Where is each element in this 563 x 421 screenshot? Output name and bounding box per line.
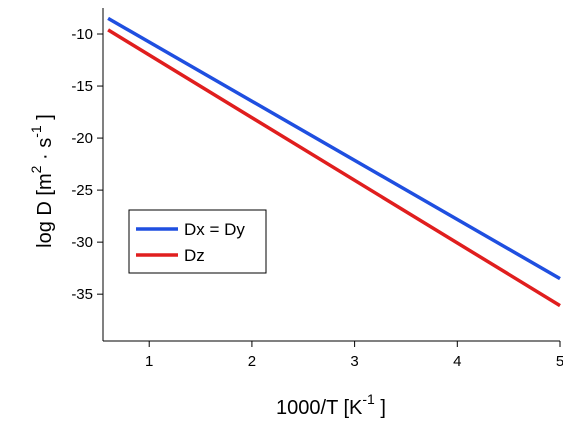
legend-label-dz: Dz	[184, 246, 205, 265]
x-tick-label: 3	[350, 353, 358, 370]
y-tick-label: -20	[71, 130, 93, 147]
y-tick-label: -35	[71, 286, 93, 303]
series-line-dz	[107, 28, 561, 308]
y-ticks: -10 -15 -20 -25 -30 -35	[71, 26, 103, 303]
y-tick-label: -15	[71, 78, 93, 95]
y-tick-label: -10	[71, 26, 93, 43]
x-tick-label: 5	[556, 353, 563, 370]
legend-label-dx-dy: Dx = Dy	[184, 220, 245, 239]
y-tick-label: -25	[71, 182, 93, 199]
legend: Dx = Dy Dz	[128, 209, 267, 274]
y-tick-label: -30	[71, 234, 93, 251]
axes	[102, 8, 560, 342]
x-tick-label: 2	[248, 353, 256, 370]
x-tick-label: 1	[145, 353, 153, 370]
y-axis-label: log D [m2 · s-1 ]	[28, 114, 56, 248]
x-ticks: 1 2 3 4 5	[145, 341, 563, 370]
legend-box	[128, 209, 267, 274]
x-tick-label: 4	[453, 353, 461, 370]
series-lines	[107, 16, 561, 308]
series-line-dx-dy	[107, 16, 561, 281]
x-axis-label: 1000/T [K-1 ]	[276, 391, 386, 419]
